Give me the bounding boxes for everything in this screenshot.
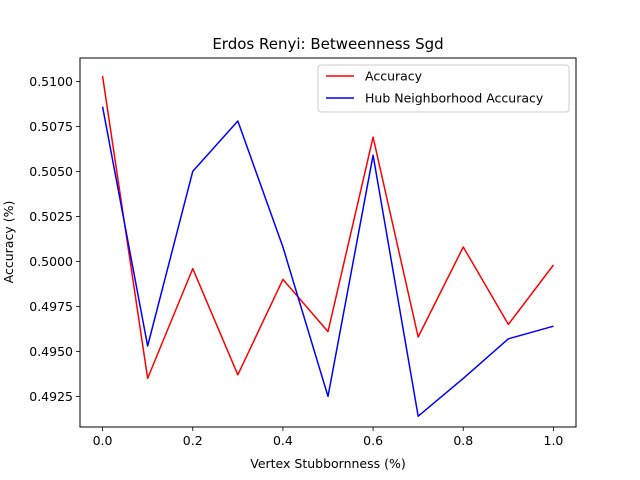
y-tick-label: 0.4975 [29, 299, 73, 314]
chart-title: Erdos Renyi: Betweenness Sgd [212, 35, 443, 53]
y-tick-label: 0.4950 [29, 344, 73, 359]
x-tick-label: 0.0 [93, 433, 113, 448]
x-tick-label: 1.0 [544, 433, 564, 448]
x-tick-label: 0.2 [183, 433, 203, 448]
y-tick-label: 0.5075 [29, 119, 73, 134]
legend-box [317, 64, 570, 113]
legend: Accuracy Hub Neighborhood Accuracy [317, 64, 570, 113]
x-tick-label: 0.4 [273, 433, 293, 448]
x-axis: 0.0 0.2 0.4 0.6 0.8 1.0 [93, 427, 564, 448]
y-axis: 0.4925 0.4950 0.4975 0.5000 0.5025 0.5050 0.50… [29, 74, 80, 404]
y-tick-label: 0.5100 [29, 74, 73, 89]
y-axis-title: Accuracy (%) [1, 201, 16, 284]
y-tick-label: 0.5025 [29, 209, 73, 224]
legend-label-2: Hub Neighborhood Accuracy [365, 91, 544, 106]
series-layer [101, 75, 555, 417]
y-tick-label: 0.4925 [29, 389, 73, 404]
y-tick-label: 0.5050 [29, 164, 73, 179]
legend-label-1: Accuracy [365, 69, 423, 84]
x-tick-label: 0.6 [363, 433, 383, 448]
x-tick-label: 0.8 [453, 433, 473, 448]
x-axis-title: Vertex Stubbornness (%) [250, 456, 406, 471]
y-tick-label: 0.5000 [29, 254, 73, 269]
plot-area-frame [79, 57, 577, 428]
